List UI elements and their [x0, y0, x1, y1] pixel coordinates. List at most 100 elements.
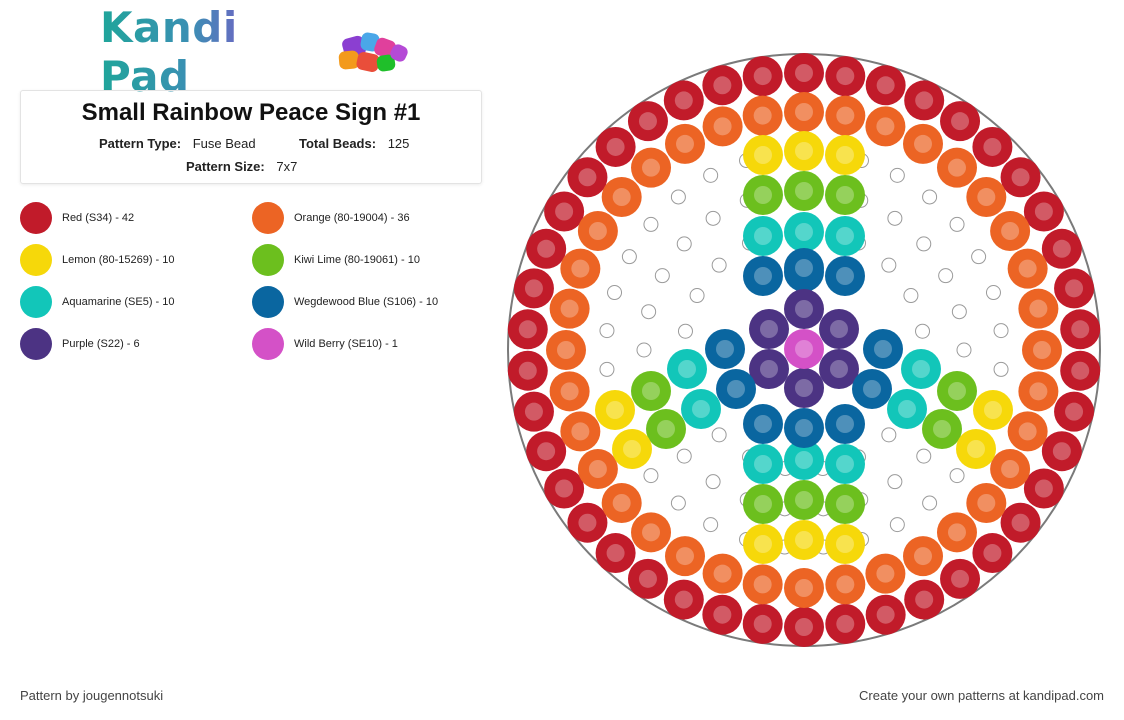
orange-bead [1022, 330, 1062, 370]
total-beads: Total Beads: 125 [299, 136, 409, 151]
arm-bead [705, 329, 745, 369]
orange-bead [990, 449, 1031, 489]
arm-bead [956, 429, 996, 469]
arm-bead [681, 389, 721, 429]
empty-peg [993, 323, 1009, 339]
empty-peg [643, 216, 659, 232]
empty-peg [881, 257, 897, 273]
empty-peg [951, 304, 967, 320]
aquamarine-bead [825, 216, 865, 256]
purple-bead [819, 309, 859, 349]
red-bead [1000, 502, 1041, 543]
pattern-type-label: Pattern Type: [99, 136, 182, 151]
empty-peg [705, 474, 721, 490]
bead-pegboard [507, 53, 1101, 647]
empty-peg [971, 249, 987, 265]
red-bead [972, 533, 1013, 574]
legend-swatch [252, 202, 284, 234]
blue-bead [784, 248, 824, 288]
empty-peg [889, 517, 905, 533]
kiwi-bead [743, 484, 783, 524]
empty-peg [993, 361, 1009, 377]
aquamarine-bead [784, 440, 824, 480]
orange-bead [966, 177, 1007, 218]
orange-bead [577, 449, 618, 489]
orange-bead [742, 564, 783, 605]
empty-peg [887, 474, 903, 490]
arm-bead [901, 349, 941, 389]
kiwi-bead [784, 480, 824, 520]
pattern-type-value: Fuse Bead [192, 136, 256, 151]
arm-bead [887, 389, 927, 429]
legend-item: Lemon (80-15269) - 10 [20, 244, 175, 276]
purple-bead [784, 368, 824, 408]
empty-peg [676, 448, 692, 464]
orange-bead [966, 482, 1007, 523]
empty-peg [922, 189, 938, 205]
orange-bead [1007, 411, 1048, 452]
empty-peg [607, 285, 623, 301]
orange-bead [665, 123, 705, 164]
red-bead [1041, 431, 1082, 472]
red-bead [526, 431, 567, 472]
blue-bead [784, 408, 824, 448]
kandi-pad-logo[interactable]: Kandi Pad [100, 3, 410, 101]
pattern-size-label: Pattern Size: [186, 159, 265, 174]
purple-bead [784, 289, 824, 329]
orange-bead [549, 288, 590, 329]
red-bead [904, 80, 945, 121]
lemon-bead [825, 524, 865, 564]
arm-bead [852, 369, 892, 409]
empty-peg [949, 216, 965, 232]
orange-bead [936, 147, 977, 188]
arm-bead [612, 429, 652, 469]
kiwi-bead [784, 171, 824, 211]
lemon-bead [743, 135, 783, 175]
kandipad-promo-link[interactable]: Create your own patterns at kandipad.com [859, 688, 1104, 703]
empty-peg [916, 236, 932, 252]
orange-bead [1018, 288, 1059, 329]
red-bead [544, 191, 585, 232]
empty-peg [887, 210, 903, 226]
empty-peg [677, 323, 693, 339]
pattern-info-box: Small Rainbow Peace Sign #1 Pattern Type… [20, 90, 482, 184]
legend-swatch [20, 286, 52, 318]
empty-peg [689, 288, 705, 304]
legend-item: Orange (80-19004) - 36 [252, 202, 410, 234]
orange-bead [560, 411, 601, 452]
empty-peg [985, 285, 1001, 301]
lemon-bead [784, 520, 824, 560]
orange-bead [865, 553, 906, 594]
orange-bead [702, 553, 743, 594]
red-bead [544, 468, 585, 509]
legend-label: Red (S34) - 42 [62, 212, 135, 224]
kiwi-bead [743, 175, 783, 215]
empty-peg [621, 249, 637, 265]
empty-peg [676, 236, 692, 252]
red-bead [627, 101, 668, 142]
legend-swatch [20, 244, 52, 276]
red-bead [972, 126, 1013, 167]
orange-bead [702, 106, 743, 147]
red-bead [940, 101, 981, 142]
legend-swatch [20, 202, 52, 234]
empty-peg [956, 342, 972, 358]
pattern-title: Small Rainbow Peace Sign #1 [81, 99, 421, 126]
empty-peg [711, 427, 727, 443]
empty-peg [881, 427, 897, 443]
blue-bead [825, 404, 865, 444]
red-bead [742, 603, 783, 644]
legend-label: Aquamarine (SE5) - 10 [62, 296, 175, 308]
red-bead [567, 502, 608, 543]
purple-bead [819, 349, 859, 389]
empty-peg [599, 323, 615, 339]
aquamarine-bead [784, 212, 824, 252]
lemon-bead [743, 524, 783, 564]
red-bead [825, 56, 866, 97]
orange-bead [631, 512, 672, 553]
red-bead [663, 579, 704, 620]
legend-swatch [20, 328, 52, 360]
red-bead [1054, 268, 1095, 309]
red-bead [904, 579, 945, 620]
legend-item: Aquamarine (SE5) - 10 [20, 286, 175, 318]
